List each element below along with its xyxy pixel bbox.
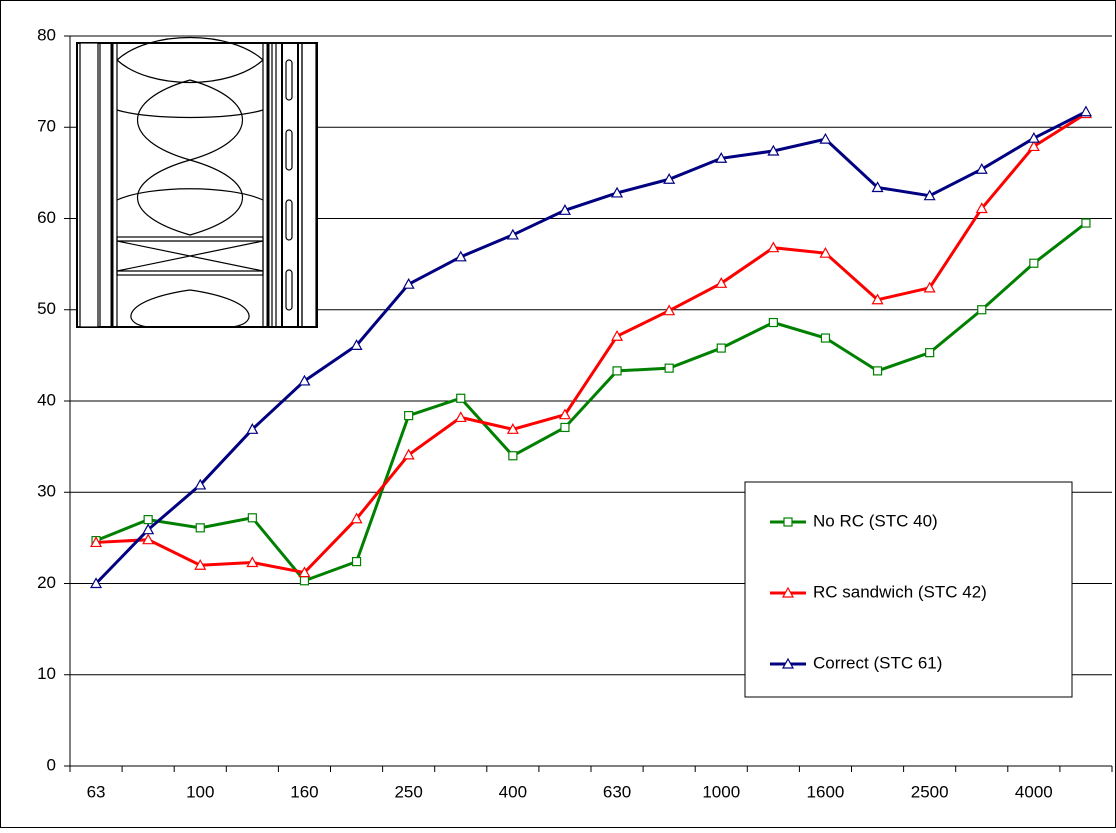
x-tick-label: 100	[186, 782, 214, 801]
marker	[298, 566, 311, 578]
marker	[768, 317, 778, 328]
marker	[142, 533, 155, 545]
x-tick-label: 1000	[702, 782, 740, 801]
marker	[975, 202, 988, 214]
marker	[611, 329, 624, 341]
marker	[871, 293, 884, 305]
marker	[923, 281, 936, 293]
marker	[90, 536, 103, 548]
marker	[298, 374, 311, 386]
marker	[350, 339, 363, 350]
marker	[560, 422, 570, 433]
legend-label: RC sandwich (STC 42)	[813, 582, 987, 601]
marker	[246, 423, 259, 434]
marker	[506, 423, 519, 434]
marker	[872, 366, 883, 376]
x-tick-label: 4000	[1015, 782, 1053, 801]
marker	[246, 556, 259, 568]
x-tick-label: 1600	[807, 782, 845, 801]
marker	[558, 408, 571, 420]
marker	[1027, 140, 1040, 152]
y-tick-label: 80	[37, 25, 56, 44]
marker	[1079, 105, 1092, 117]
y-tick-label: 10	[37, 664, 56, 683]
marker	[923, 189, 936, 201]
marker	[558, 204, 571, 215]
marker	[781, 586, 795, 598]
marker	[781, 657, 795, 669]
x-tick-label: 63	[87, 782, 106, 801]
marker	[820, 333, 831, 343]
marker	[975, 162, 988, 174]
marker	[611, 186, 624, 198]
x-tick-label: 160	[290, 782, 318, 801]
legend-box	[744, 481, 1073, 698]
series	[90, 105, 1092, 589]
wall-diagram	[76, 36, 318, 328]
marker	[194, 478, 207, 490]
y-tick-label: 50	[37, 299, 56, 318]
x-tick-label: 400	[499, 782, 527, 801]
marker	[142, 523, 155, 535]
legend-label: Correct (STC 61)	[813, 653, 942, 672]
marker	[90, 577, 103, 589]
legend-label: No RC (STC 40)	[813, 511, 938, 530]
marker	[663, 173, 676, 184]
marker	[456, 393, 466, 403]
marker	[716, 343, 726, 353]
marker	[454, 250, 467, 262]
series-line	[94, 110, 1087, 585]
series-line	[95, 112, 1087, 575]
x-tick-label: 630	[603, 782, 631, 801]
marker	[1027, 131, 1040, 143]
marker	[508, 451, 518, 461]
marker	[195, 523, 205, 533]
marker	[767, 241, 780, 253]
marker	[715, 277, 728, 288]
marker	[612, 366, 622, 376]
marker	[506, 228, 519, 240]
marker	[194, 559, 207, 570]
marker	[404, 411, 414, 421]
y-tick-label: 60	[37, 208, 56, 227]
marker	[783, 517, 793, 527]
marker	[925, 348, 935, 358]
marker	[663, 304, 676, 316]
marker	[1029, 258, 1039, 268]
marker	[767, 144, 780, 156]
marker	[715, 152, 728, 163]
marker	[299, 576, 310, 586]
y-tick-label: 30	[37, 482, 56, 501]
marker	[664, 363, 674, 373]
marker	[143, 515, 153, 525]
marker	[351, 556, 362, 567]
marker	[871, 181, 884, 193]
marker	[819, 132, 832, 144]
marker	[1081, 218, 1091, 228]
marker	[350, 512, 363, 524]
marker	[402, 448, 415, 460]
x-tick-label: 250	[394, 782, 422, 801]
marker	[247, 513, 257, 523]
y-tick-label: 70	[37, 117, 56, 136]
x-tick-label: 2500	[911, 782, 949, 801]
marker	[819, 246, 832, 258]
marker	[402, 277, 415, 289]
y-tick-label: 0	[47, 755, 56, 774]
marker	[977, 305, 987, 315]
y-tick-label: 40	[37, 390, 56, 409]
y-tick-label: 20	[37, 573, 56, 592]
series-line	[95, 221, 1087, 583]
marker	[454, 411, 467, 423]
